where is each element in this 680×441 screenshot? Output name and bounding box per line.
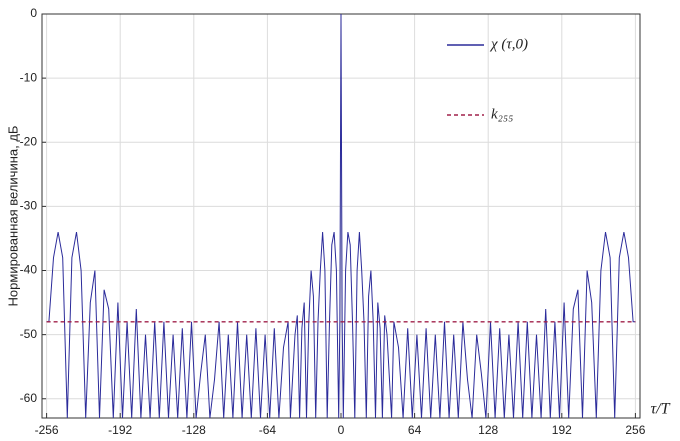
x-tick-label: 0 (338, 423, 345, 437)
y-axis-label: Нормированная величина, дБ (5, 126, 20, 307)
x-tick-label: -128 (182, 423, 206, 437)
x-tick-label: 192 (552, 423, 572, 437)
series-line (46, 14, 636, 418)
x-tick-label: -192 (108, 423, 132, 437)
legend-label: k₂₅₅ (491, 106, 513, 122)
plot-lines (46, 14, 636, 418)
y-tick-label: 0 (30, 6, 37, 20)
y-tick-label: -30 (20, 199, 38, 213)
x-tick-label: 128 (478, 423, 498, 437)
y-tick-label: -20 (20, 134, 38, 148)
y-tick-label: -60 (20, 391, 38, 405)
x-tick-label: -64 (259, 423, 277, 437)
x-tick-label: 256 (625, 423, 645, 437)
y-tick-label: -10 (20, 70, 38, 84)
legend-label: χ (τ,0) (489, 36, 528, 52)
x-axis-label: τ/T (650, 401, 670, 418)
x-tick-label: -256 (35, 423, 59, 437)
y-tick-label: -50 (20, 327, 38, 341)
x-tick-label: 64 (408, 423, 422, 437)
y-tick-label: -40 (20, 263, 38, 277)
